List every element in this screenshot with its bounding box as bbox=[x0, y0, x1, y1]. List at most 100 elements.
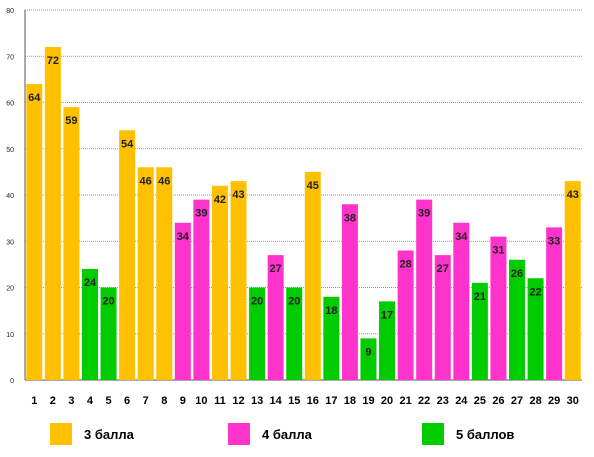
bar bbox=[341, 204, 358, 380]
bar bbox=[100, 287, 117, 380]
bar bbox=[527, 278, 544, 380]
bar bbox=[360, 338, 377, 380]
x-tick-label: 5 bbox=[105, 395, 111, 407]
x-tick-label: 4 bbox=[87, 395, 94, 407]
x-tick-label: 27 bbox=[511, 395, 523, 407]
data-label: 20 bbox=[288, 296, 300, 308]
data-label: 39 bbox=[418, 208, 430, 220]
x-tick-label: 13 bbox=[251, 395, 263, 407]
x-tick-label: 17 bbox=[325, 395, 337, 407]
legend-label-4-balla: 4 балла bbox=[262, 426, 312, 442]
y-tick-label: 70 bbox=[6, 54, 14, 61]
bar bbox=[286, 287, 303, 380]
legend-item-4-balla: 4 балла bbox=[228, 422, 312, 446]
bar bbox=[416, 199, 433, 380]
x-tick-label: 26 bbox=[492, 395, 504, 407]
data-label: 38 bbox=[344, 212, 356, 224]
data-label: 31 bbox=[492, 245, 504, 257]
bar bbox=[81, 269, 98, 380]
bar bbox=[137, 167, 154, 380]
bar bbox=[323, 296, 340, 380]
data-label: 22 bbox=[529, 286, 541, 298]
bar bbox=[26, 84, 43, 380]
legend-item-5-ballov: 5 баллов bbox=[422, 422, 514, 446]
data-label: 45 bbox=[307, 180, 319, 192]
data-label: 46 bbox=[140, 175, 152, 187]
data-label: 54 bbox=[121, 138, 134, 150]
legend-label-3-balla: 3 балла bbox=[84, 426, 134, 442]
bar bbox=[174, 222, 191, 380]
y-tick-label: 10 bbox=[6, 332, 14, 339]
legend-label-5-ballov: 5 баллов bbox=[456, 426, 515, 442]
legend-swatch-5-ballov bbox=[422, 423, 444, 445]
data-label: 72 bbox=[47, 55, 59, 67]
bar bbox=[230, 181, 247, 380]
data-label: 39 bbox=[195, 208, 207, 220]
bar bbox=[434, 255, 451, 380]
bar bbox=[397, 250, 414, 380]
legend-swatch-3-balla bbox=[50, 423, 72, 445]
x-tick-label: 6 bbox=[124, 395, 130, 407]
legend-item-3-balla: 3 балла bbox=[50, 422, 134, 446]
x-tick-label: 3 bbox=[68, 395, 74, 407]
bar bbox=[44, 47, 61, 380]
bar bbox=[304, 171, 321, 380]
data-label: 42 bbox=[214, 194, 226, 206]
x-tick-label: 28 bbox=[529, 395, 541, 407]
data-label: 34 bbox=[455, 231, 468, 243]
data-label: 21 bbox=[474, 291, 486, 303]
data-label: 28 bbox=[399, 259, 411, 271]
data-label: 20 bbox=[251, 296, 263, 308]
data-label: 24 bbox=[84, 277, 97, 289]
x-tick-label: 24 bbox=[455, 395, 468, 407]
bar bbox=[453, 222, 470, 380]
x-tick-label: 21 bbox=[399, 395, 411, 407]
x-tick-label: 29 bbox=[548, 395, 560, 407]
bar bbox=[156, 167, 173, 380]
y-tick-label: 50 bbox=[6, 147, 14, 154]
x-tick-label: 12 bbox=[232, 395, 244, 407]
x-tick-label: 15 bbox=[288, 395, 300, 407]
y-tick-label: 30 bbox=[6, 239, 14, 246]
x-tick-label: 14 bbox=[270, 395, 283, 407]
bar-chart: 0102030405060708064172259324420554646746… bbox=[6, 8, 582, 407]
bar bbox=[490, 236, 507, 380]
x-tick-label: 23 bbox=[437, 395, 449, 407]
x-tick-label: 20 bbox=[381, 395, 393, 407]
data-label: 43 bbox=[567, 189, 579, 201]
y-tick-label: 80 bbox=[6, 8, 14, 15]
bar bbox=[509, 259, 526, 380]
x-tick-label: 25 bbox=[474, 395, 486, 407]
data-label: 46 bbox=[158, 175, 170, 187]
bar bbox=[211, 185, 228, 380]
data-label: 9 bbox=[365, 346, 371, 358]
x-tick-label: 10 bbox=[195, 395, 207, 407]
legend-swatch-4-balla bbox=[228, 423, 250, 445]
x-tick-label: 19 bbox=[362, 395, 374, 407]
data-label: 17 bbox=[381, 309, 393, 321]
x-tick-label: 1 bbox=[31, 395, 37, 407]
bar bbox=[267, 255, 284, 380]
data-label: 59 bbox=[65, 115, 77, 127]
data-label: 20 bbox=[102, 296, 114, 308]
data-label: 33 bbox=[548, 235, 560, 247]
x-tick-label: 22 bbox=[418, 395, 430, 407]
x-tick-label: 30 bbox=[567, 395, 579, 407]
data-label: 64 bbox=[28, 92, 41, 104]
x-tick-label: 18 bbox=[344, 395, 356, 407]
data-label: 27 bbox=[270, 263, 282, 275]
y-tick-label: 0 bbox=[10, 378, 14, 385]
bar bbox=[119, 130, 136, 380]
x-tick-label: 9 bbox=[180, 395, 186, 407]
y-tick-label: 20 bbox=[6, 286, 14, 293]
bar bbox=[546, 227, 563, 380]
data-label: 26 bbox=[511, 268, 523, 280]
x-tick-label: 16 bbox=[307, 395, 319, 407]
bar bbox=[63, 107, 80, 380]
data-label: 34 bbox=[177, 231, 190, 243]
y-tick-label: 40 bbox=[6, 193, 14, 200]
x-tick-label: 11 bbox=[214, 395, 226, 407]
bar bbox=[564, 181, 581, 380]
data-label: 27 bbox=[437, 263, 449, 275]
data-label: 18 bbox=[325, 305, 337, 317]
